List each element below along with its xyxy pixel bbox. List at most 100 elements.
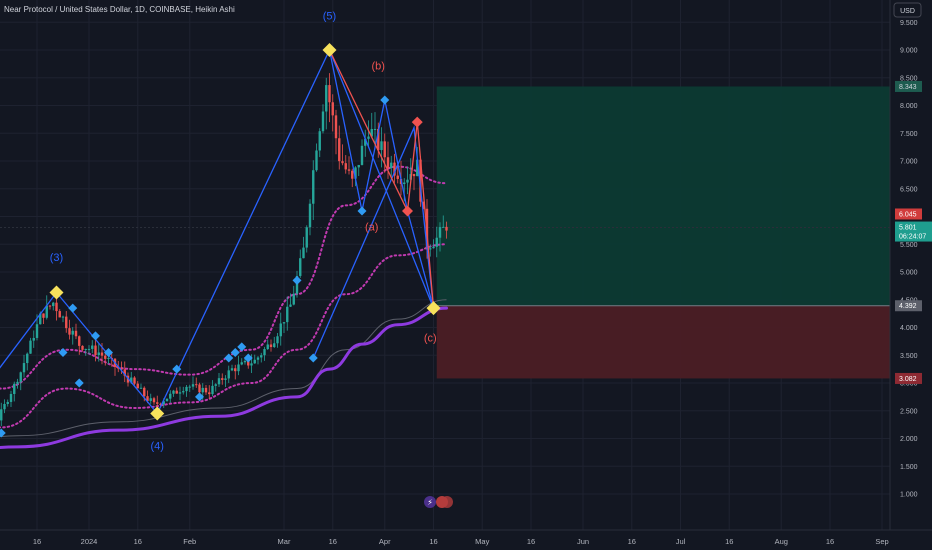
candle-body bbox=[22, 363, 26, 373]
candle bbox=[344, 155, 347, 174]
candle-body bbox=[104, 355, 107, 359]
candle bbox=[208, 385, 211, 399]
candle-body bbox=[74, 330, 78, 337]
time-axis-bg bbox=[0, 530, 932, 550]
candle-body bbox=[178, 392, 182, 394]
candle-body bbox=[354, 167, 357, 179]
candle bbox=[61, 315, 65, 323]
loss-zone bbox=[436, 305, 890, 379]
currency-button-frame bbox=[893, 2, 922, 18]
candle bbox=[292, 285, 295, 306]
candle-body bbox=[357, 164, 360, 168]
y-tick-label: 9.000 bbox=[900, 48, 918, 55]
candle bbox=[136, 381, 139, 389]
candle-body bbox=[318, 131, 321, 151]
currency-button-label: USD bbox=[900, 8, 915, 15]
candle-body bbox=[289, 304, 292, 307]
currency-button[interactable]: USD bbox=[893, 2, 922, 18]
pivot-marker-blue bbox=[195, 392, 204, 402]
candle bbox=[32, 330, 35, 348]
candle bbox=[152, 396, 156, 405]
candle-body bbox=[139, 387, 143, 389]
x-tick-label: Apr bbox=[379, 537, 391, 546]
tag-entry-bg bbox=[895, 300, 922, 312]
y-tick-label: 3.500 bbox=[900, 353, 918, 360]
candle bbox=[169, 390, 172, 403]
candle-body bbox=[208, 392, 211, 395]
candle bbox=[357, 164, 360, 176]
y-tick-label: 7.500 bbox=[900, 131, 918, 138]
candle-body bbox=[227, 370, 230, 379]
candle-body bbox=[55, 302, 58, 312]
candle-body bbox=[403, 182, 406, 184]
candle bbox=[438, 222, 442, 252]
candle bbox=[55, 299, 58, 321]
candle bbox=[185, 385, 188, 397]
candle bbox=[123, 361, 126, 382]
candle-body bbox=[26, 353, 29, 364]
candle bbox=[406, 166, 409, 195]
y-tick-label: 4.000 bbox=[900, 325, 918, 332]
pivot-marker-blue bbox=[230, 347, 240, 357]
candle-body bbox=[16, 381, 19, 384]
x-tick-label: Feb bbox=[183, 537, 196, 546]
candle-body bbox=[123, 369, 126, 376]
candle-body bbox=[299, 258, 302, 276]
candle bbox=[3, 399, 6, 414]
candle-body bbox=[3, 403, 6, 410]
candle-body bbox=[143, 387, 146, 397]
candle-body bbox=[325, 85, 328, 112]
candle bbox=[432, 239, 435, 249]
x-tick-label: 2024 bbox=[81, 537, 98, 546]
flash-icon-glyph: ⚡ bbox=[427, 498, 433, 507]
candle-body bbox=[149, 398, 152, 401]
candle-body bbox=[373, 128, 377, 130]
candle-body bbox=[305, 227, 308, 248]
candle-body bbox=[292, 293, 295, 305]
candle bbox=[97, 343, 100, 362]
x-tick-label: Jun bbox=[577, 537, 589, 546]
wave-label: (3) bbox=[50, 252, 63, 264]
candle-body bbox=[65, 316, 68, 329]
x-tick-label: Aug bbox=[775, 537, 788, 546]
candle bbox=[386, 141, 390, 179]
pivot-marker-yellow bbox=[322, 43, 337, 57]
candle-body bbox=[211, 385, 214, 395]
x-tick-label: 16 bbox=[628, 537, 636, 546]
candle-body bbox=[263, 349, 266, 356]
candle bbox=[315, 143, 318, 172]
candle-body bbox=[52, 302, 55, 307]
candle bbox=[81, 345, 84, 352]
candle-body bbox=[19, 372, 22, 382]
candle-body bbox=[61, 316, 65, 318]
candle-body bbox=[78, 336, 81, 346]
candle bbox=[156, 395, 159, 408]
candle-body bbox=[432, 246, 435, 249]
tag-take-profit-bg bbox=[895, 80, 922, 92]
band-lower-dotted bbox=[0, 243, 448, 429]
candle bbox=[217, 372, 221, 388]
candle-body bbox=[133, 377, 136, 384]
candle-body bbox=[279, 323, 282, 337]
candle-body bbox=[442, 226, 445, 228]
y-tick-label: 2.000 bbox=[900, 436, 918, 443]
tag-stop-loss: 3.082 bbox=[899, 376, 917, 383]
candle-body bbox=[169, 393, 172, 399]
pivot-marker-red bbox=[411, 116, 423, 128]
x-tick-label: 16 bbox=[429, 537, 437, 546]
candle-body bbox=[341, 161, 344, 164]
candle bbox=[71, 327, 74, 345]
y-tick-label: 2.500 bbox=[900, 408, 918, 415]
candle bbox=[338, 125, 341, 170]
candle bbox=[68, 319, 71, 340]
y-tick-label: 9.500 bbox=[900, 20, 918, 27]
x-tick-label: 16 bbox=[134, 537, 142, 546]
candle bbox=[445, 221, 448, 239]
candle-body bbox=[198, 384, 201, 393]
pivots bbox=[0, 43, 441, 438]
candle bbox=[442, 215, 445, 228]
candle bbox=[178, 386, 182, 401]
candle bbox=[325, 77, 328, 130]
candle bbox=[149, 393, 152, 404]
